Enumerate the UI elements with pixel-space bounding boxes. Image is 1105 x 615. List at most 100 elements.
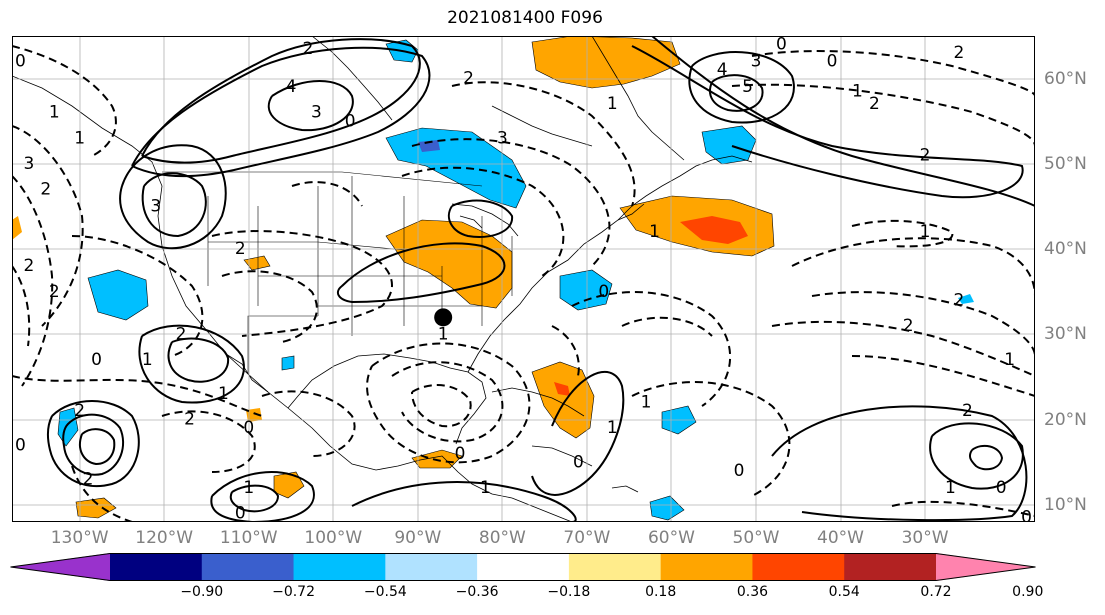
contour-label: 2 — [176, 324, 187, 344]
colorbar-segment — [110, 553, 203, 581]
colorbar-tick-label: −0.18 — [547, 584, 591, 600]
contour-label: 3 — [311, 103, 322, 123]
contour-label: 0 — [996, 478, 1007, 498]
colorbar-tick-label: −0.36 — [455, 584, 499, 600]
coastlines — [12, 36, 753, 522]
contour-label: 0 — [15, 52, 26, 72]
colorbar-segment — [385, 553, 478, 581]
contour-label: 2 — [184, 410, 195, 430]
lat-label: 50°N — [1044, 153, 1087, 174]
lon-label: 100°W — [304, 528, 363, 548]
colorbar-tick-label: −0.90 — [180, 584, 224, 600]
colorbar-tick-label: −0.72 — [272, 584, 315, 600]
colorbar-segment — [752, 553, 845, 581]
contour-label: 0 — [235, 503, 246, 522]
contour-label: 0 — [734, 461, 745, 481]
contour-label: 0 — [827, 52, 838, 72]
contour-label: 2 — [74, 401, 85, 421]
colorbar-segment — [293, 553, 386, 581]
map-frame — [12, 36, 1035, 522]
contour-label: 1 — [607, 94, 618, 114]
contour-label: 1 — [852, 81, 863, 101]
black-dot-marker — [434, 308, 453, 327]
contour-label: 0 — [345, 111, 356, 131]
contour-label: 2 — [903, 316, 914, 336]
lat-label: 20°N — [1044, 409, 1087, 430]
contour-label: 2 — [49, 282, 60, 302]
contour-label: 1 — [49, 103, 60, 123]
contour-label: 1 — [945, 478, 956, 498]
contour-label: 3 — [751, 52, 762, 72]
contour-label: 0 — [1021, 508, 1032, 522]
colorbar-extend-high — [936, 553, 1036, 581]
colorbar-tick-label: 0.18 — [645, 584, 677, 600]
colorbar-segment — [201, 553, 295, 581]
colorbar-tick-label: 0.72 — [920, 584, 952, 600]
contour-label: 3 — [23, 154, 34, 174]
contour-label: 0 — [91, 350, 102, 370]
contour-label: 3 — [497, 128, 508, 148]
negative-contours — [12, 45, 1035, 522]
lon-label: 40°W — [817, 528, 865, 548]
contour-label: 1 — [1004, 350, 1015, 370]
contour-label: 0 — [15, 435, 26, 455]
contour-label: 2 — [463, 69, 474, 89]
contour-label: 4 — [286, 77, 297, 97]
colorbar-tick-label: −0.54 — [363, 584, 407, 600]
lon-label: 50°W — [732, 528, 780, 548]
contour-label: 2 — [83, 469, 94, 489]
contour-label: 0 — [598, 282, 609, 302]
positive-contours — [46, 36, 1035, 522]
lat-label: 60°N — [1044, 68, 1087, 89]
contour-label: 2 — [953, 43, 964, 63]
lat-label: 10°N — [1044, 494, 1087, 515]
colorbar-segment — [568, 553, 662, 581]
contour-label: 0 — [243, 418, 254, 438]
lon-label: 110°W — [219, 528, 278, 548]
contour-label: 2 — [40, 179, 51, 199]
lon-label: 80°W — [478, 528, 526, 548]
contour-label: 2 — [302, 39, 313, 59]
contour-label: 2 — [23, 256, 34, 276]
colorbar — [10, 553, 1036, 581]
lon-label: 120°W — [135, 528, 194, 548]
contour-label: 1 — [649, 222, 660, 242]
contour-label: 1 — [142, 350, 153, 370]
contour-label: 1 — [607, 418, 618, 438]
contour-label: 2 — [869, 94, 880, 114]
lon-label: 130°W — [50, 528, 109, 548]
contour-label: 1 — [641, 393, 652, 413]
contour-label: 0 — [455, 444, 466, 464]
colorbar-extend-low — [10, 553, 110, 581]
contour-label: 1 — [438, 324, 449, 344]
colorbar-tick-label: 0.36 — [736, 584, 769, 600]
contour-label: 1 — [218, 384, 229, 404]
lon-label: 60°W — [647, 528, 695, 548]
contour-label: 4 — [717, 60, 728, 80]
colorbar-segment — [660, 553, 753, 581]
contour-label: 1 — [920, 222, 931, 242]
lon-label: 90°W — [394, 528, 442, 548]
contour-label: 1 — [243, 478, 254, 498]
contour-label: 1 — [480, 478, 491, 498]
colorbar-tick-label: 0.90 — [1012, 584, 1044, 600]
contour-label: 2 — [962, 401, 973, 421]
contour-label: 2 — [953, 290, 964, 310]
shaded-areas — [12, 36, 974, 521]
colorbar-outline — [10, 553, 1036, 581]
chart-title: 2021081400 F096 — [447, 8, 603, 28]
lat-label: 40°N — [1044, 239, 1087, 260]
contour-label: 2 — [920, 145, 931, 165]
contour-label: 3 — [150, 197, 161, 217]
lon-label: 70°W — [563, 528, 611, 548]
contour-label: 5 — [742, 77, 753, 97]
colorbar-tick-label: 0.54 — [828, 584, 860, 600]
lon-label: 30°W — [901, 528, 949, 548]
contour-label: 0 — [776, 36, 787, 55]
colorbar-segment — [477, 553, 570, 581]
contour-label: 1 — [74, 128, 85, 148]
graticule — [12, 36, 1035, 522]
colorbar-segment — [844, 553, 937, 581]
